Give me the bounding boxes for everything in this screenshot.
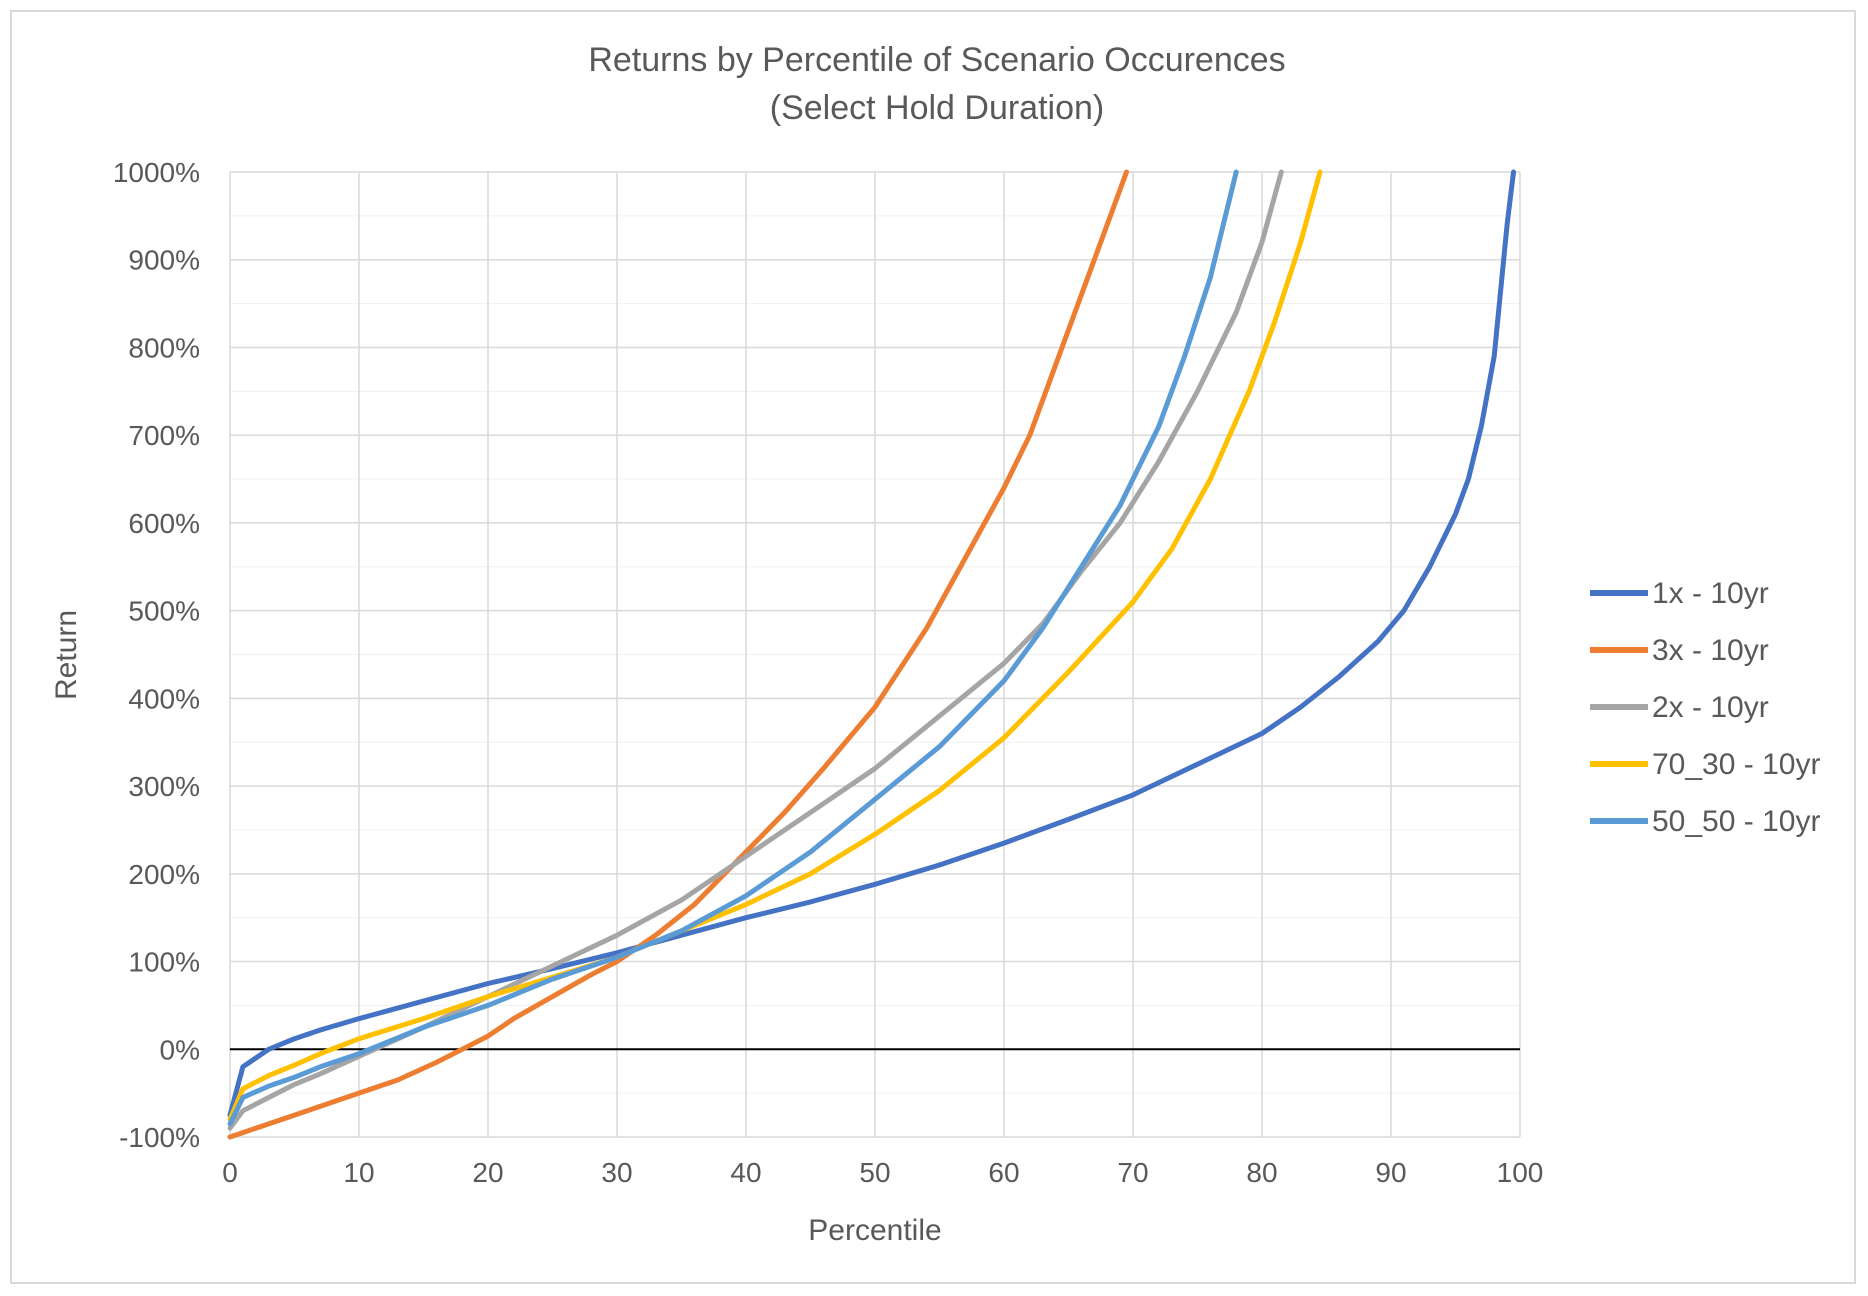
legend: 1x - 10yr 3x - 10yr 2x - 10yr 70_30 - 10yr 5…	[1590, 577, 1820, 838]
x-tick-label: 90	[1375, 1157, 1406, 1188]
y-tick-label: 900%	[128, 245, 200, 276]
gridlines	[229, 171, 1521, 1138]
x-tick-label: 10	[343, 1157, 374, 1188]
x-tick-label: 50	[859, 1157, 890, 1188]
x-axis-ticks: 0 10 20 30 40 50 60 70 80 90 100	[222, 1157, 1543, 1188]
x-tick-label: 100	[1497, 1157, 1544, 1188]
series-line-3	[227, 169, 1284, 1131]
series-lines	[227, 169, 1516, 1140]
y-tick-label: -100%	[119, 1122, 200, 1153]
series-line-4	[227, 169, 1323, 1122]
x-axis-label: Percentile	[808, 1214, 941, 1247]
x-tick-label: 0	[222, 1157, 238, 1188]
y-axis-label: Return	[50, 610, 83, 700]
y-tick-label: 500%	[128, 596, 200, 627]
chart-title: Returns by Percentile of Scenario Occure…	[588, 41, 1285, 79]
legend-label: 1x - 10yr	[1652, 577, 1769, 610]
y-tick-label: 700%	[128, 420, 200, 451]
series-line-5	[227, 169, 1239, 1127]
legend-label: 3x - 10yr	[1652, 634, 1769, 667]
chart-subtitle: (Select Hold Duration)	[770, 89, 1104, 127]
series-line-2	[227, 169, 1129, 1140]
chart-frame	[10, 10, 1856, 1284]
x-tick-label: 60	[988, 1157, 1019, 1188]
x-tick-label: 20	[472, 1157, 503, 1188]
legend-label: 70_30 - 10yr	[1652, 748, 1820, 781]
y-tick-label: 300%	[128, 771, 200, 802]
x-tick-label: 30	[601, 1157, 632, 1188]
y-tick-label: 800%	[128, 332, 200, 363]
x-tick-label: 80	[1246, 1157, 1277, 1188]
legend-label: 2x - 10yr	[1652, 691, 1769, 724]
y-tick-label: 400%	[128, 683, 200, 714]
legend-label: 50_50 - 10yr	[1652, 805, 1820, 838]
y-tick-label: 200%	[128, 859, 200, 890]
y-tick-label: 100%	[128, 947, 200, 978]
y-tick-label: 0%	[160, 1034, 200, 1065]
x-tick-label: 40	[730, 1157, 761, 1188]
y-tick-label: 600%	[128, 508, 200, 539]
series-line-1	[227, 169, 1516, 1118]
x-tick-label: 70	[1117, 1157, 1148, 1188]
y-axis-ticks: -100% 0% 100% 200% 300% 400% 500% 600% 700% 800% 9…	[113, 157, 200, 1153]
y-tick-label: 1000%	[113, 157, 200, 188]
